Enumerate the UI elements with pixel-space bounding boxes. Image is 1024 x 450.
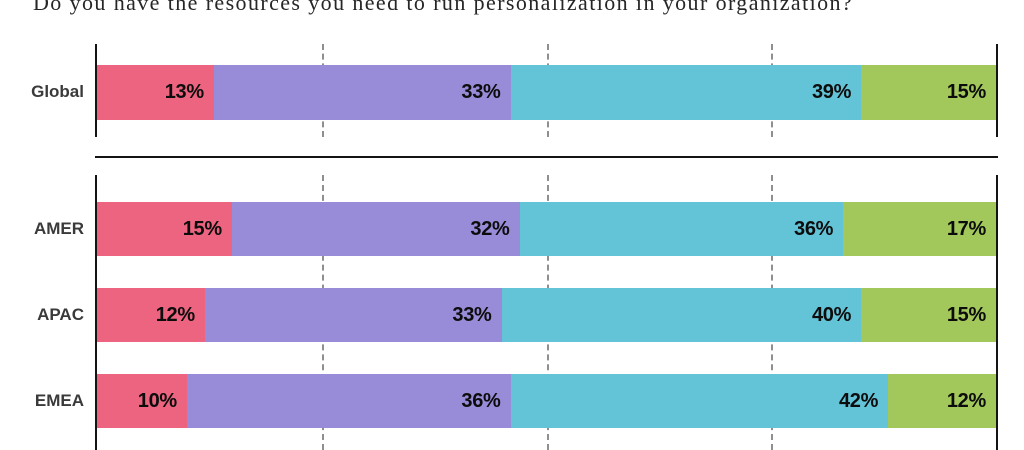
segment-value-label: 13% [164,81,204,103]
regions-group-plot-area: 15% 32% 36% 17% 12% 33% 40% 15% 10% 36% … [95,175,998,450]
segment-value-label: 33% [461,81,501,103]
bar-segment: 32% [231,202,520,256]
bar-segment: 12% [888,374,996,428]
segment-value-label: 12% [155,303,195,326]
bar-segment: 39% [510,65,862,120]
segment-value-label: 36% [794,217,834,240]
bar-segment: 36% [519,202,844,256]
category-label-global: Global [31,82,84,101]
segment-value-label: 17% [946,217,986,240]
axis-line-100pct-regions [996,175,998,450]
bar-segment: 17% [843,202,996,256]
segment-value-label: 15% [182,217,222,240]
group-separator-line [95,156,998,158]
bar-segment: 36% [186,374,511,428]
segment-value-label: 39% [811,81,852,103]
bar-segment: 12% [97,288,205,342]
axis-line-100pct-global [996,44,998,137]
bar-apac: 12% 33% 40% 15% [97,288,996,342]
global-group-plot-area: 13% 33% 39% 15% [95,44,998,137]
bar-emea: 10% 36% 42% 12% [97,374,996,428]
bar-segment: 15% [861,65,996,120]
bar-segment: 10% [97,374,187,428]
bar-segment: 33% [204,288,502,342]
segment-value-label: 15% [946,303,986,326]
bar-segment: 13% [97,65,214,120]
bar-segment: 42% [510,374,889,428]
bar-global: 13% 33% 39% 15% [97,65,996,120]
segment-value-label: 33% [452,303,492,326]
category-label-emea: EMEA [34,391,84,410]
category-label-apac: APAC [37,305,84,324]
chart-title: Do you have the resources you need to ru… [33,0,854,15]
segment-value-label: 10% [137,389,177,412]
segment-value-label: 15% [946,81,986,103]
category-label-amer: AMER [33,219,84,238]
axis-line-0pct-global [95,44,97,137]
axis-line-0pct-regions [95,175,97,450]
segment-value-label: 12% [946,389,986,412]
bar-segment: 15% [861,288,996,342]
bar-segment: 40% [501,288,862,342]
bar-segment: 15% [97,202,232,256]
bar-amer: 15% 32% 36% 17% [97,202,996,256]
segment-value-label: 32% [470,217,510,240]
segment-value-label: 40% [811,303,852,326]
bar-segment: 33% [213,65,511,120]
segment-value-label: 42% [838,389,879,412]
segment-value-label: 36% [461,389,501,412]
